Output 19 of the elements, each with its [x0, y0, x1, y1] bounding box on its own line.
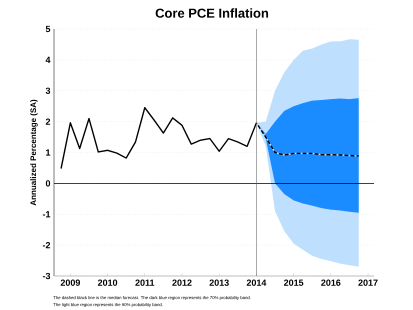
x-tick-label: 2014 [246, 280, 266, 286]
x-tick-label: 2010 [98, 280, 118, 286]
y-tick-label: 1 [46, 149, 50, 156]
y-tick-label: 3 [46, 88, 50, 94]
y-tick-label: 5 [46, 26, 50, 32]
x-tick-label: 2017 [358, 280, 378, 286]
y-tick-label: 0 [46, 180, 50, 187]
chart-title: Core PCE Inflation [156, 8, 268, 18]
y-tick-label: 2 [46, 118, 50, 125]
x-tick-label: 2012 [172, 280, 192, 286]
x-tick-label: 2013 [210, 280, 229, 286]
y-tick-label: -2 [42, 242, 50, 248]
x-tick-label: 2015 [284, 280, 304, 286]
y-tick-label: -3 [42, 272, 50, 280]
y-tick-label: -1 [42, 211, 50, 218]
x-tick-label: 2009 [60, 280, 80, 286]
x-tick-label: 2011 [135, 280, 154, 286]
y-tick-label: 4 [46, 56, 50, 63]
x-tick-label: 2016 [321, 280, 340, 286]
